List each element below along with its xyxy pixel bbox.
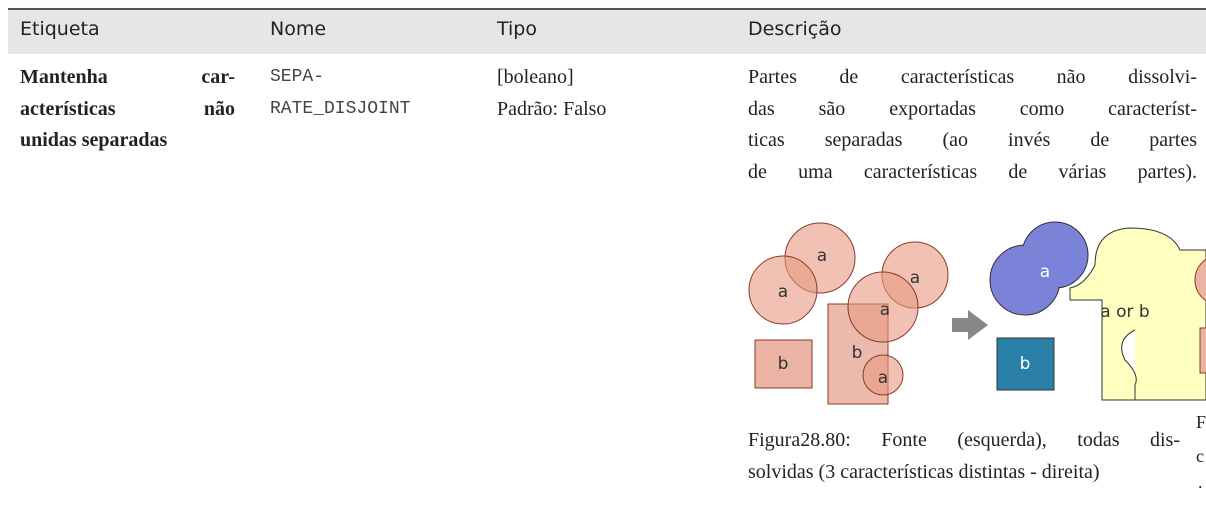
caption: Figura28.80: Fonte (esquerda), todas dis… xyxy=(748,425,1180,488)
description-line: das são exportadas como característ- xyxy=(748,97,1197,120)
figure-label: a xyxy=(778,282,788,302)
name-line: SEPA- xyxy=(270,67,325,87)
caption-overflow: F xyxy=(1196,412,1206,432)
figure-label: a xyxy=(880,300,890,320)
figure-label: a xyxy=(878,368,888,388)
figure-label: b xyxy=(1020,354,1031,374)
header-cell: Descrição xyxy=(748,18,842,40)
description-line: de uma características de várias partes)… xyxy=(748,160,1197,183)
figure-label: b xyxy=(778,354,789,374)
caption-overflow: c xyxy=(1196,446,1204,466)
type-line: [boleano] xyxy=(497,66,574,88)
header-cell: Etiqueta xyxy=(20,18,100,40)
name-line: RATE_DISJOINT xyxy=(270,98,411,119)
figure-label: b xyxy=(852,343,863,363)
type-line: Padrão: Falso xyxy=(497,97,607,120)
description-line: ticas separadas (ao invés de partes xyxy=(748,129,1197,151)
caption-line: Figura28.80: Fonte (esquerda), todas dis… xyxy=(748,429,1180,451)
label-cell: Mantenha car- acterísticas não unidas se… xyxy=(20,62,235,157)
figure-label: a or b xyxy=(1100,302,1149,322)
table-header xyxy=(8,8,1206,54)
label-line: Mantenha car- xyxy=(20,66,235,88)
figure-label: a xyxy=(910,268,920,288)
caption-line: solvidas (3 características distintas - … xyxy=(748,460,1100,483)
description-cell: Partes de características não dissolvi- … xyxy=(748,62,1197,188)
description-line: Partes de características não dissolvi- xyxy=(748,66,1197,88)
label-line: unidas separadas xyxy=(20,129,168,151)
figure-label: a xyxy=(1040,262,1050,282)
header-cell: Nome xyxy=(270,18,327,40)
figure-label: a xyxy=(817,246,827,266)
caption-overflow: . xyxy=(1198,472,1203,492)
header-cell: Tipo xyxy=(497,18,537,40)
figure: a a a a b b a a b a or b xyxy=(748,221,1206,405)
label-line: acterísticas não xyxy=(20,97,235,120)
type-cell: [boleano] Padrão: Falso xyxy=(497,62,606,125)
name-cell: SEPA- RATE_DISJOINT xyxy=(270,62,410,125)
